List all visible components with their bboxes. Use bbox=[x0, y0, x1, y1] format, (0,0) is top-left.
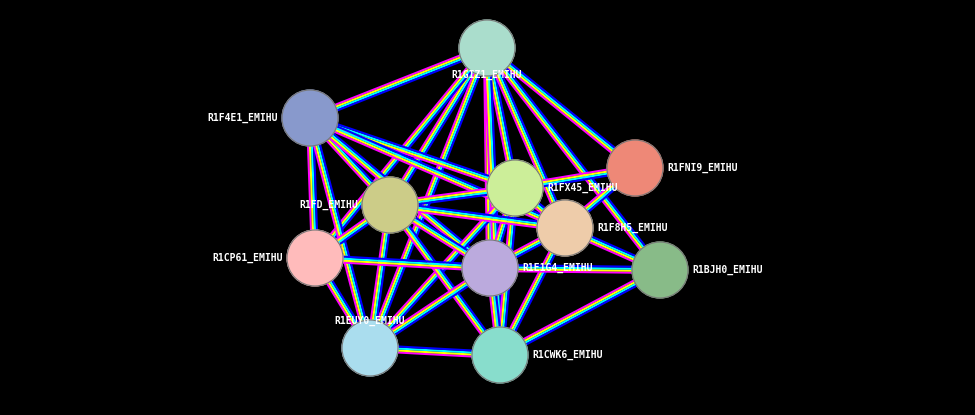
Circle shape bbox=[282, 90, 338, 146]
Circle shape bbox=[459, 20, 515, 76]
Text: R1F4E1_EMIHU: R1F4E1_EMIHU bbox=[208, 113, 278, 123]
Text: R1CWK6_EMIHU: R1CWK6_EMIHU bbox=[532, 350, 603, 360]
Circle shape bbox=[342, 320, 398, 376]
Circle shape bbox=[287, 230, 343, 286]
Text: R1EUY0_EMIHU: R1EUY0_EMIHU bbox=[334, 316, 406, 326]
Text: R1FX45_EMIHU: R1FX45_EMIHU bbox=[547, 183, 617, 193]
Text: R1GIZ1_EMIHU: R1GIZ1_EMIHU bbox=[451, 70, 523, 80]
Circle shape bbox=[362, 177, 418, 233]
Text: R1FD_EMIHU: R1FD_EMIHU bbox=[299, 200, 358, 210]
Text: R1BJH0_EMIHU: R1BJH0_EMIHU bbox=[692, 265, 762, 275]
Text: R1FNI9_EMIHU: R1FNI9_EMIHU bbox=[667, 163, 737, 173]
Circle shape bbox=[607, 140, 663, 196]
Circle shape bbox=[487, 160, 543, 216]
Text: R1E1G4_EMIHU: R1E1G4_EMIHU bbox=[522, 263, 593, 273]
Circle shape bbox=[462, 240, 518, 296]
Circle shape bbox=[472, 327, 528, 383]
Text: R1F8H5_EMIHU: R1F8H5_EMIHU bbox=[597, 223, 668, 233]
Circle shape bbox=[632, 242, 688, 298]
Text: R1CP61_EMIHU: R1CP61_EMIHU bbox=[213, 253, 283, 263]
Circle shape bbox=[537, 200, 593, 256]
